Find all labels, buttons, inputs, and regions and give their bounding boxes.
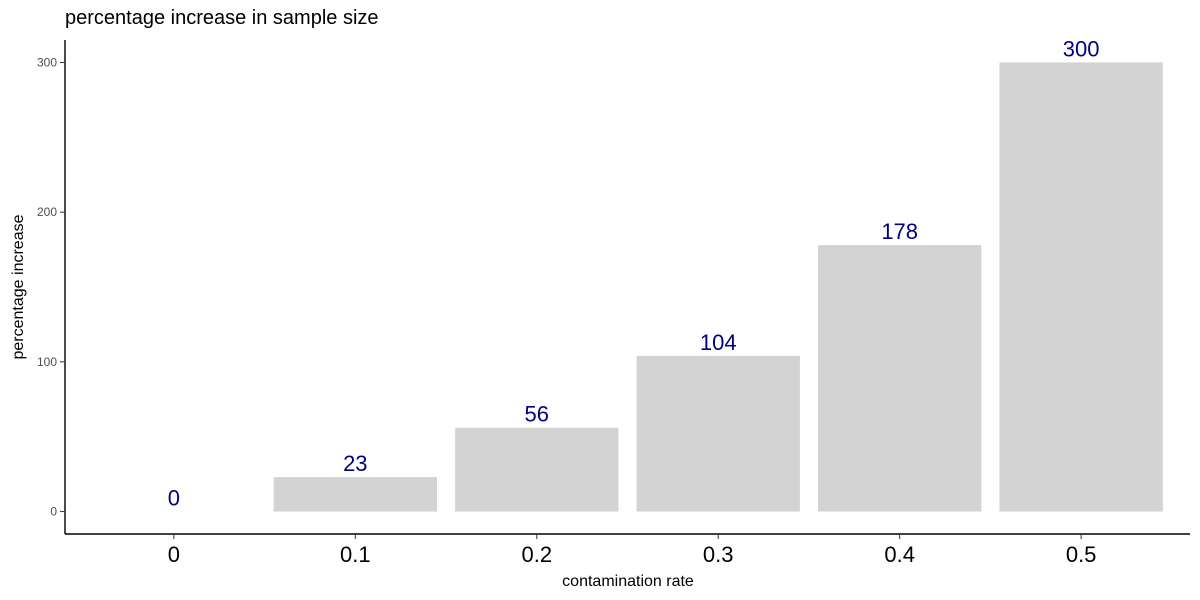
y-tick-label-2: 200	[37, 205, 57, 219]
y-tick-label-1: 100	[37, 355, 57, 369]
bar-4	[818, 245, 982, 512]
y-axis-title: percentage increase	[10, 214, 27, 359]
x-axis-title: contamination rate	[562, 573, 694, 590]
data-label-1: 23	[343, 451, 367, 476]
x-tick-label-3: 0.3	[703, 542, 734, 567]
x-axis: 0 0.1 0.2 0.3 0.4 0.5	[65, 533, 1190, 567]
y-tick-label-3: 300	[37, 55, 57, 69]
bar-5	[999, 62, 1163, 512]
y-tick-label-0: 0	[50, 505, 57, 519]
x-tick-label-0: 0	[168, 542, 180, 567]
bar-3	[636, 355, 800, 512]
data-label-4: 178	[881, 219, 918, 244]
bar-1	[273, 477, 437, 512]
data-label-0: 0	[168, 486, 180, 511]
y-axis: 0 100 200 300	[37, 40, 66, 534]
x-tick-label-5: 0.5	[1066, 542, 1097, 567]
data-labels-group: 0 23 56 104 178 300	[168, 36, 1100, 510]
x-tick-label-4: 0.4	[884, 542, 915, 567]
data-label-5: 300	[1063, 36, 1100, 61]
x-tick-label-2: 0.2	[521, 542, 552, 567]
chart-title: percentage increase in sample size	[65, 7, 379, 29]
x-tick-label-1: 0.1	[340, 542, 371, 567]
data-label-2: 56	[525, 402, 549, 427]
bars-group	[273, 62, 1163, 512]
bar-2	[455, 427, 619, 512]
data-label-3: 104	[700, 330, 737, 355]
